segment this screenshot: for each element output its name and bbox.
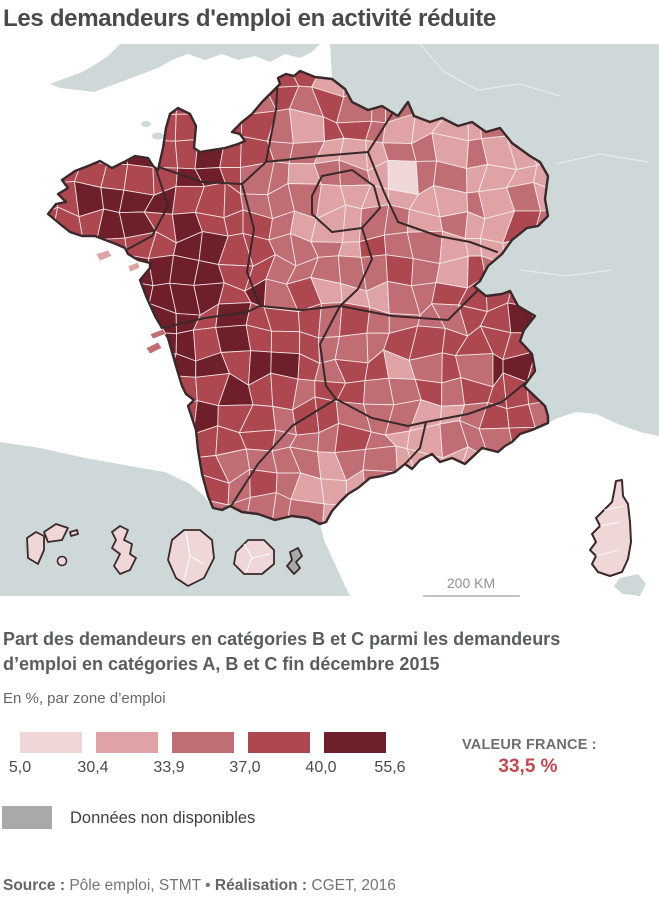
- employment-zone: [270, 330, 301, 355]
- inset-guadeloupe: [26, 531, 45, 565]
- east-neighbors-landmass: [330, 44, 659, 436]
- employment-zone: [215, 324, 252, 353]
- country-border: [555, 153, 649, 165]
- legend-swatch-3: [172, 732, 234, 753]
- uk-landmass: [50, 44, 320, 92]
- legend-break-label: 30,4: [77, 759, 109, 776]
- map-caption: Part des demandeurs en catégories B et C…: [3, 627, 560, 677]
- coastal-islands: [95, 249, 167, 355]
- employment-zone: [342, 204, 363, 243]
- legend-swatch-1: [20, 732, 82, 753]
- inset-guadeloupe-islet: [69, 529, 79, 537]
- channel-island: [152, 132, 164, 140]
- legend-break-label: 55,6: [374, 759, 406, 776]
- inset-guyane: [167, 529, 215, 587]
- france-value-label: VALEUR FRANCE :: [462, 737, 597, 753]
- legend-break-label: 33,9: [153, 759, 185, 776]
- employment-zone: [411, 258, 441, 287]
- inset-martinique: [111, 525, 137, 575]
- employment-zone: [362, 445, 398, 473]
- corsica: [589, 479, 632, 577]
- separator-dot: •: [205, 877, 211, 894]
- sardinia-landmass: [614, 574, 646, 596]
- realisation-value: CGET, 2016: [311, 877, 396, 894]
- no-data-label: Données non disponibles: [70, 809, 256, 827]
- employment-zone: [385, 254, 414, 287]
- legend-break-label: 37,0: [229, 759, 261, 776]
- region-borders: [127, 75, 537, 507]
- legend-swatch-2: [96, 732, 158, 753]
- source-value: Pôle emploi, STMT: [69, 877, 201, 894]
- legend-break-label: 5,0: [8, 759, 32, 776]
- caption-line1: Part des demandeurs en catégories B et C…: [3, 629, 561, 649]
- overseas-insets: [26, 523, 303, 587]
- source-line: Source : Pôle emploi, STMT • Réalisation…: [3, 877, 396, 895]
- unit-note: En %, par zone d’emploi: [3, 690, 166, 707]
- france-outline: [46, 69, 550, 526]
- inset-mayotte-no-data: [286, 547, 303, 575]
- legend-swatch-5: [324, 732, 386, 753]
- legend-swatch-4: [248, 732, 310, 753]
- inset-guadeloupe: [43, 523, 69, 543]
- employment-zone: [337, 241, 362, 258]
- caption-line2: d’emploi en catégories A, B et C fin déc…: [3, 654, 440, 674]
- france-choropleth-map: 200 KM: [0, 43, 659, 618]
- country-border: [419, 43, 479, 91]
- employment-zone: [334, 332, 369, 364]
- realisation-label: Réalisation :: [214, 877, 308, 894]
- employment-zone: [381, 142, 417, 162]
- scale-label: 200 KM: [447, 575, 495, 591]
- inset-guadeloupe-islet: [56, 555, 68, 567]
- scale-bar: 200 KM: [423, 575, 520, 597]
- legend-break-label: 40,0: [305, 759, 337, 776]
- no-data-swatch: [2, 806, 52, 829]
- channel-island: [141, 121, 151, 127]
- map-area: 200 KM: [0, 43, 659, 618]
- country-border: [477, 83, 561, 97]
- page-title: Les demandeurs d'emploi en activité rédu…: [3, 5, 496, 32]
- source-label: Source :: [3, 877, 66, 894]
- france-value: 33,5 %: [498, 756, 558, 777]
- country-border: [519, 269, 613, 277]
